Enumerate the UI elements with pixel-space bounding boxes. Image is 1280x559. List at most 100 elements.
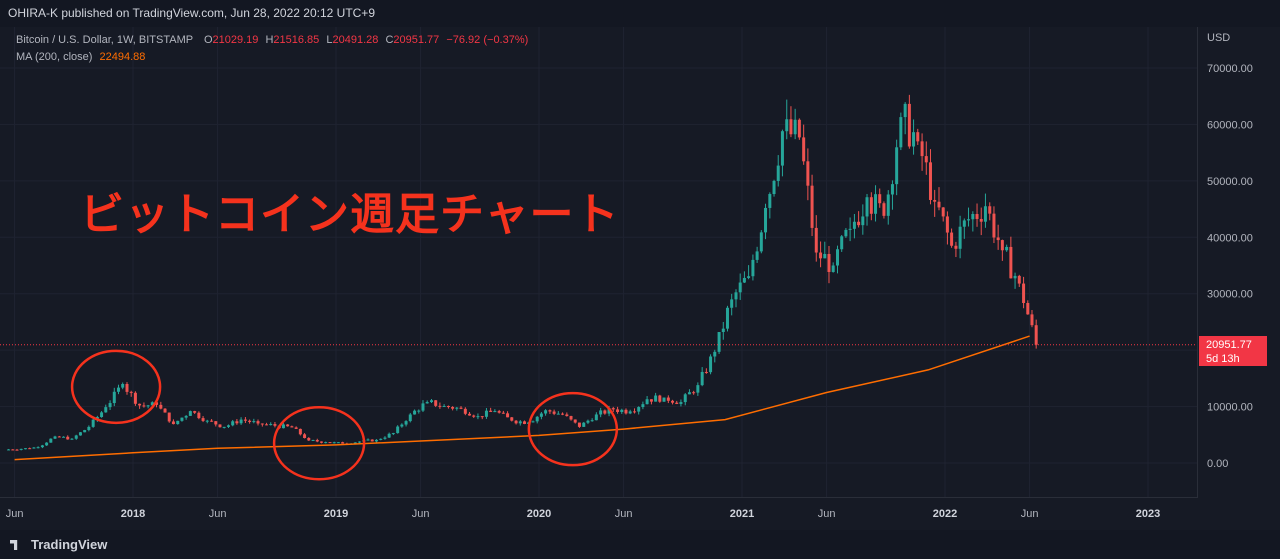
tradingview-logo[interactable]: TradingView	[10, 537, 107, 552]
candle-body	[100, 412, 104, 418]
candle-body	[645, 399, 649, 405]
candle-body	[785, 119, 789, 132]
y-tick-label: 0.00	[1207, 458, 1228, 470]
tradingview-logo-text: TradingView	[31, 537, 108, 552]
candle-body	[442, 406, 446, 408]
candle-body	[7, 449, 11, 451]
candle-body	[307, 438, 311, 441]
open-value: 21029.19	[212, 34, 259, 46]
candle-body	[797, 119, 801, 138]
candle-body	[768, 194, 772, 208]
candle-body	[869, 197, 873, 214]
candle-body	[53, 436, 57, 439]
candle-body	[548, 410, 552, 412]
tradingview-logo-icon	[10, 540, 18, 550]
candle-body	[683, 394, 687, 403]
candle-body	[649, 399, 653, 402]
candle-body	[28, 448, 32, 450]
candle-body	[654, 395, 658, 402]
candle-body	[671, 400, 675, 403]
candle-body	[455, 407, 459, 409]
candle-body	[755, 251, 759, 260]
candle-body	[945, 216, 949, 233]
candle-body	[514, 420, 518, 424]
candle-body	[252, 421, 256, 423]
candle-body	[218, 424, 222, 428]
candle-body	[222, 426, 226, 428]
candle-body	[74, 435, 78, 439]
candle-body	[920, 141, 924, 157]
candle-body	[49, 438, 53, 443]
candle-body	[273, 424, 277, 426]
candle-body	[78, 432, 82, 436]
candle-body	[983, 206, 987, 222]
candle-body	[70, 438, 74, 440]
candle-body	[180, 417, 184, 421]
candle-body	[713, 351, 717, 357]
candle-body	[497, 411, 501, 413]
ma-value: 22494.88	[99, 51, 146, 63]
candle-body	[138, 403, 142, 406]
candle-body	[311, 439, 315, 441]
candle-body	[396, 426, 400, 434]
candle-body	[472, 415, 476, 417]
candle-body	[899, 117, 903, 148]
candle-body	[937, 201, 941, 208]
candle-body	[319, 441, 323, 443]
candle-body	[962, 220, 966, 227]
candle-body	[928, 162, 932, 200]
candle-body	[895, 147, 899, 185]
candle-body	[539, 413, 543, 417]
candle-body	[742, 277, 746, 283]
candle-body	[425, 402, 429, 404]
candle-body	[958, 226, 962, 249]
candle-body	[751, 259, 755, 277]
candle-body	[1005, 246, 1009, 251]
footer-bar	[0, 530, 1280, 559]
candle-body	[1009, 246, 1013, 279]
candle-body	[967, 219, 971, 221]
x-tick-label: 2019	[324, 508, 348, 520]
candle-body	[687, 392, 691, 395]
candle-body	[827, 253, 831, 272]
x-tick-label: 2021	[730, 508, 754, 520]
close-label: C	[385, 34, 394, 46]
candle-body	[916, 132, 920, 142]
price-axis-separator	[1197, 27, 1198, 497]
candle-body	[383, 437, 387, 439]
candle-body	[573, 419, 577, 423]
candle-body	[641, 404, 645, 408]
candle-body	[125, 384, 129, 392]
candle-body	[996, 237, 1000, 241]
candle-body	[793, 119, 797, 135]
candle-body	[290, 426, 294, 428]
x-tick-label: 2023	[1136, 508, 1160, 520]
candle-body	[700, 371, 704, 386]
change-value: −76.92 (−0.37%)	[446, 34, 529, 46]
candle-body	[907, 103, 911, 147]
candle-body	[662, 397, 666, 402]
time-axis-separator	[0, 497, 1198, 498]
chart-pane[interactable]	[0, 27, 1280, 530]
candle-body	[184, 415, 188, 418]
candle-body	[66, 436, 70, 440]
annotation-circle	[272, 406, 366, 481]
candle-body	[91, 419, 95, 427]
candle-body	[637, 407, 641, 412]
candle-body	[421, 403, 425, 411]
candle-body	[256, 421, 260, 424]
ohlc-legend: Bitcoin / U.S. Dollar, 1W, BITSTAMP O210…	[16, 34, 528, 46]
candle-body	[857, 221, 861, 226]
last-price: 20951.77	[1206, 339, 1252, 351]
candle-body	[298, 428, 302, 435]
candle-body	[57, 436, 61, 438]
candle-body	[620, 409, 624, 412]
candle-body	[358, 441, 362, 443]
candle-body	[294, 427, 298, 429]
currency-label[interactable]: USD	[1207, 32, 1231, 44]
candle-body	[235, 421, 239, 424]
candle-body	[150, 402, 154, 406]
candle-body	[45, 442, 49, 446]
candle-body	[404, 421, 408, 425]
